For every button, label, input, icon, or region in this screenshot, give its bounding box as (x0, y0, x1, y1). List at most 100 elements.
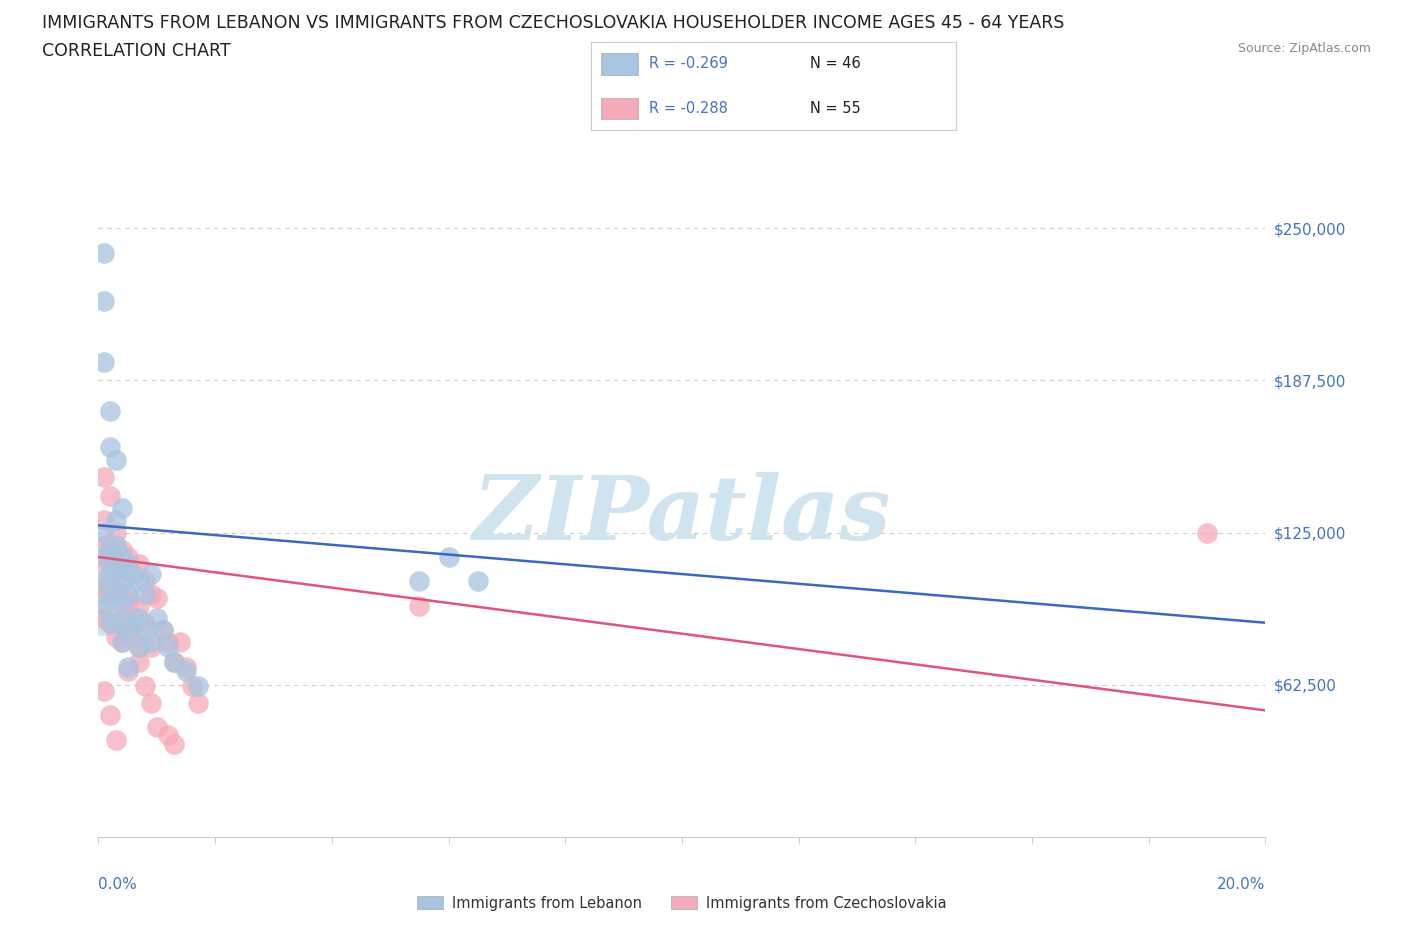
Point (157, 727, 180, 742)
Point (104, 542, 127, 557)
Point (117, 630, 139, 644)
Point (152, 622, 174, 637)
Point (122, 616, 145, 631)
Point (111, 501, 134, 516)
Text: N = 55: N = 55 (810, 100, 860, 115)
Point (93, 538, 115, 552)
Point (93, 246, 115, 260)
Point (128, 640, 150, 655)
Point (117, 591, 139, 605)
Point (408, 598, 430, 613)
Point (134, 622, 156, 637)
Text: R = -0.269: R = -0.269 (650, 57, 728, 72)
Point (111, 635, 134, 650)
Point (117, 622, 139, 637)
Point (122, 566, 145, 581)
Point (111, 598, 134, 613)
Point (93, 598, 115, 613)
Point (93, 294, 115, 309)
Text: R = -0.288: R = -0.288 (650, 100, 728, 115)
Point (157, 640, 180, 655)
Point (98, 616, 121, 631)
Point (104, 630, 127, 644)
Point (98, 440, 121, 455)
Point (104, 513, 127, 528)
Point (1195, 525, 1218, 540)
Point (128, 610, 150, 625)
Point (128, 574, 150, 589)
Text: 0.0%: 0.0% (98, 877, 138, 892)
Text: 20.0%: 20.0% (1218, 877, 1265, 892)
Point (122, 630, 145, 644)
Point (134, 679, 156, 694)
Text: CORRELATION CHART: CORRELATION CHART (42, 42, 231, 60)
Point (128, 654, 150, 669)
Point (93, 525, 115, 540)
Point (111, 557, 134, 572)
Text: ZIPatlas: ZIPatlas (474, 472, 890, 559)
Point (98, 542, 121, 557)
Point (93, 684, 115, 698)
Point (146, 610, 169, 625)
Point (437, 550, 460, 565)
Point (163, 737, 186, 752)
Point (163, 654, 186, 669)
Point (104, 586, 127, 601)
Point (111, 574, 134, 589)
Point (104, 550, 127, 565)
Point (98, 616, 121, 631)
Point (93, 610, 115, 625)
Point (111, 574, 134, 589)
Point (98, 566, 121, 581)
Point (139, 696, 162, 711)
Point (408, 574, 430, 589)
Point (117, 557, 139, 572)
Point (104, 525, 127, 540)
Point (187, 679, 209, 694)
Point (98, 591, 121, 605)
Point (152, 622, 174, 637)
Point (128, 640, 150, 655)
Point (98, 404, 121, 418)
Point (467, 574, 489, 589)
Point (180, 679, 202, 694)
Text: N = 46: N = 46 (810, 57, 860, 72)
Point (134, 586, 156, 601)
Point (122, 566, 145, 581)
Point (117, 598, 139, 613)
Point (93, 550, 115, 565)
Point (174, 664, 197, 679)
Point (122, 616, 145, 631)
Text: IMMIGRANTS FROM LEBANON VS IMMIGRANTS FROM CZECHOSLOVAKIA HOUSEHOLDER INCOME AGE: IMMIGRANTS FROM LEBANON VS IMMIGRANTS FR… (42, 14, 1064, 32)
Bar (602, 98, 638, 119)
Point (117, 659, 139, 674)
Point (139, 566, 162, 581)
Point (104, 616, 127, 631)
Point (93, 513, 115, 528)
Point (111, 610, 134, 625)
Point (187, 696, 209, 711)
Point (93, 470, 115, 485)
Text: Source: ZipAtlas.com: Source: ZipAtlas.com (1237, 42, 1371, 55)
Point (111, 635, 134, 650)
Point (169, 635, 191, 650)
Point (93, 354, 115, 369)
Point (128, 557, 150, 572)
Point (98, 708, 121, 723)
Point (128, 598, 150, 613)
Point (93, 557, 115, 572)
Point (117, 550, 139, 565)
Point (93, 574, 115, 589)
Point (104, 586, 127, 601)
Point (98, 557, 121, 572)
Point (174, 659, 197, 674)
Point (104, 562, 127, 577)
Point (93, 598, 115, 613)
Point (134, 574, 156, 589)
Point (139, 640, 162, 655)
Point (134, 616, 156, 631)
Point (157, 635, 180, 650)
Point (111, 542, 134, 557)
Point (146, 591, 169, 605)
Point (98, 586, 121, 601)
